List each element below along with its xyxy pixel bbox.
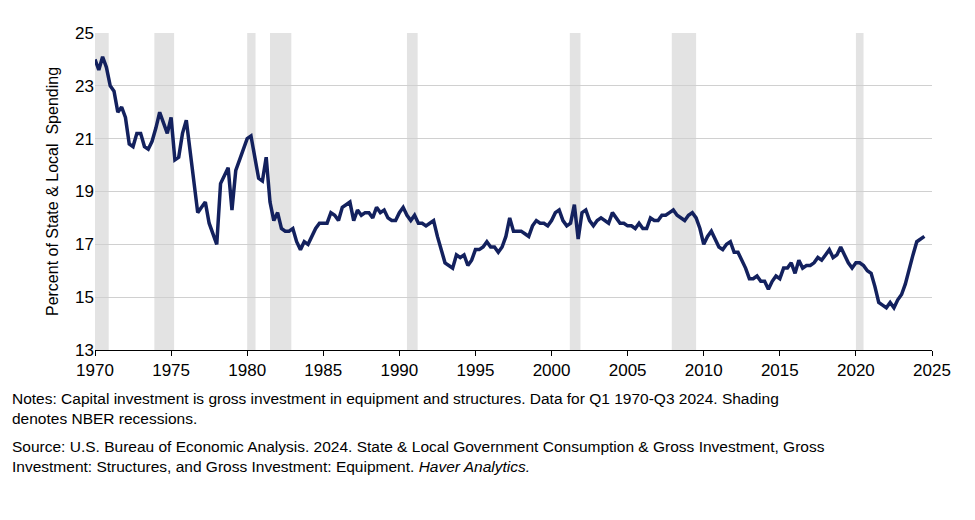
svg-text:Notes: Capital investment is g: Notes: Capital investment is gross inves…: [12, 390, 779, 427]
svg-text:1980: 1980: [228, 361, 266, 380]
svg-text:17: 17: [75, 235, 94, 254]
svg-text:23: 23: [75, 77, 94, 96]
svg-text:1995: 1995: [457, 361, 495, 380]
svg-text:1975: 1975: [152, 361, 190, 380]
svg-text:2000: 2000: [533, 361, 571, 380]
svg-text:13: 13: [75, 341, 94, 360]
svg-text:2015: 2015: [761, 361, 799, 380]
svg-text:Source: U.S. Bureau of Economi: Source: U.S. Bureau of Economic Analysis…: [12, 438, 825, 475]
svg-text:2020: 2020: [837, 361, 875, 380]
svg-text:19: 19: [75, 182, 94, 201]
svg-text:Percent of State & Local Spen: Percent of State & Local Spending: [44, 67, 61, 316]
svg-text:1990: 1990: [380, 361, 418, 380]
svg-text:2025: 2025: [913, 361, 951, 380]
svg-text:15: 15: [75, 288, 94, 307]
svg-text:21: 21: [75, 130, 94, 149]
svg-text:2005: 2005: [609, 361, 647, 380]
svg-text:2010: 2010: [685, 361, 723, 380]
svg-text:25: 25: [75, 24, 94, 43]
svg-text:1985: 1985: [304, 361, 342, 380]
svg-text:1970: 1970: [76, 361, 114, 380]
